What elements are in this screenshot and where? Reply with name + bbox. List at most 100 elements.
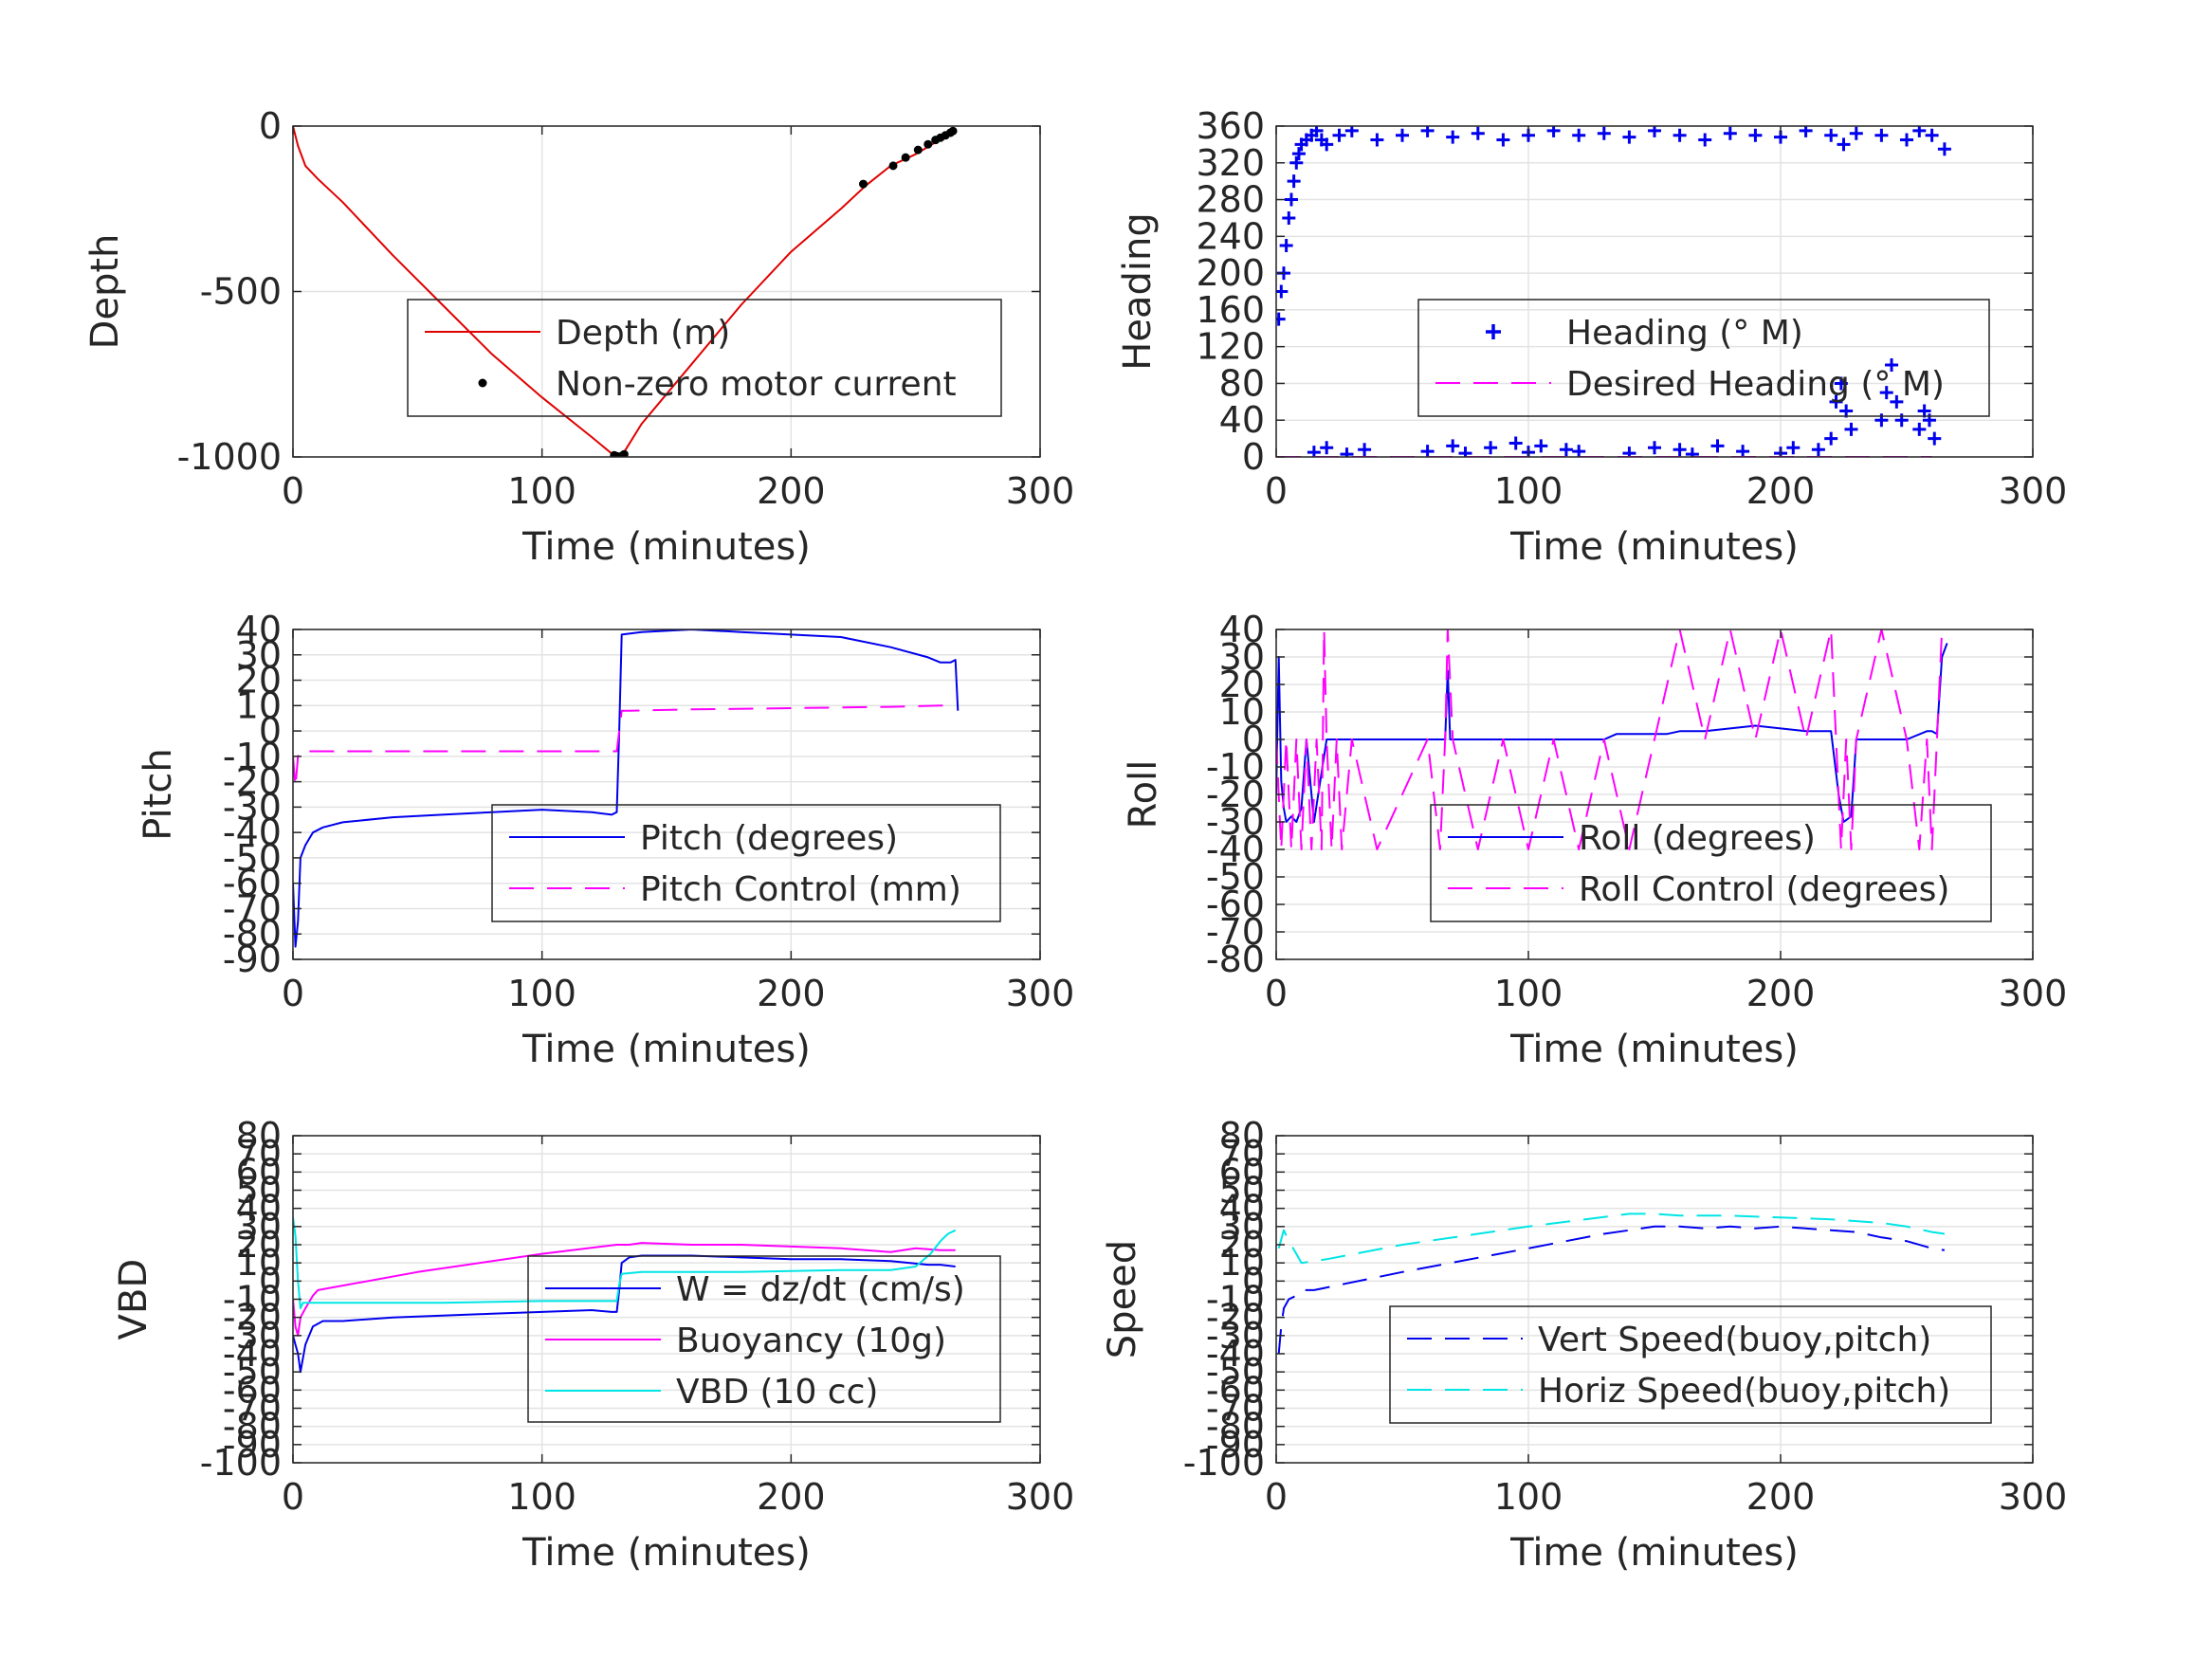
data-point	[1849, 126, 1863, 140]
x-tick-label: 200	[757, 973, 826, 1014]
data-point	[1786, 441, 1801, 455]
data-point	[1279, 239, 1293, 253]
y-tick-label: 70	[236, 1133, 282, 1175]
legend: Roll (degrees) Roll Control (degrees)	[1430, 804, 1992, 922]
y-tick-label: 10	[236, 684, 282, 726]
x-tick-label: 100	[1494, 470, 1563, 512]
y-tick-label: -80	[1206, 939, 1265, 980]
legend-label: Horiz Speed(buoy,pitch)	[1538, 1372, 1950, 1411]
y-tick-label: 200	[1196, 252, 1265, 294]
y-tick-label: 10	[236, 1242, 282, 1284]
data-point	[1890, 394, 1904, 409]
y-tick-label: -80	[1206, 1406, 1265, 1448]
y-tick-label: 30	[1219, 1206, 1265, 1248]
data-point	[1446, 130, 1460, 144]
y-tick-label: -90	[1206, 1424, 1265, 1466]
y-tick-label: -1000	[177, 436, 282, 478]
data-point	[1572, 128, 1586, 142]
y-tick-label: 30	[1219, 636, 1265, 678]
x-tick-label: 300	[1999, 1476, 2068, 1518]
data-point	[1937, 142, 1951, 156]
legend-label: W = dz/dt (cm/s)	[676, 1270, 965, 1309]
y-tick-label: -40	[1206, 1333, 1265, 1375]
y-tick-label: -20	[1206, 774, 1265, 815]
data-point	[913, 145, 923, 155]
data-point	[1710, 439, 1725, 453]
y-tick-label: 40	[236, 609, 282, 650]
data-point	[1834, 376, 1848, 391]
data-point	[619, 449, 629, 457]
y-tick-label: 0	[259, 105, 282, 147]
y-tick-label: -60	[1206, 1369, 1265, 1411]
legend: Depth (m) Non-zero motor current	[407, 299, 1002, 417]
y-tick-label: 30	[236, 634, 282, 676]
data-point	[1484, 441, 1498, 455]
data-point	[1748, 128, 1763, 142]
y-tick-label: -10	[1206, 1279, 1265, 1321]
data-point	[1284, 192, 1298, 207]
y-tick-label: 0	[259, 1260, 282, 1302]
series-w-dz-dt-cm-s-line	[293, 1254, 956, 1374]
data-point	[1912, 422, 1927, 436]
x-tick-label: 0	[282, 973, 304, 1014]
data-point	[1698, 133, 1712, 147]
data-point	[1572, 445, 1586, 457]
series-vbd-10-cc-line	[293, 1217, 957, 1310]
roll-chart: 0 100 200 300-80-70-60-50-40-30-20-10010203…	[1122, 609, 2067, 1071]
data-point	[1370, 133, 1384, 147]
y-tick-label: 360	[1196, 105, 1265, 147]
y-tick-label: -60	[223, 863, 282, 904]
x-tick-label: 300	[1999, 470, 2068, 512]
y-tick-label: -30	[1206, 801, 1265, 843]
pitch-chart: 0 100 200 300-90-80-70-60-50-40-30-20-10010…	[137, 609, 1074, 1071]
data-point	[1508, 436, 1523, 450]
axes-box	[292, 629, 1041, 960]
data-point	[1458, 447, 1472, 457]
data-point	[948, 126, 958, 136]
data-point	[1685, 447, 1699, 457]
y-tick-label: 40	[1219, 1188, 1265, 1230]
y-tick-label: -40	[1206, 829, 1265, 870]
data-point	[1276, 312, 1286, 326]
x-tick-label: 100	[507, 973, 576, 1014]
y-tick-label: 240	[1196, 215, 1265, 257]
data-point	[1396, 128, 1409, 142]
y-tick-label: -30	[223, 1315, 282, 1357]
y-axis-label: Heading	[1116, 212, 1160, 370]
x-tick-label: 300	[1006, 1476, 1075, 1518]
y-tick-label: -70	[1206, 911, 1265, 953]
data-point	[1673, 128, 1687, 142]
y-tick-label: -50	[1206, 1351, 1265, 1393]
legend-label: Vert Speed(buoy,pitch)	[1538, 1321, 1931, 1359]
legend-label: Desired Heading (° M)	[1566, 365, 1945, 404]
y-tick-label: 320	[1196, 142, 1265, 184]
legend-label: Non-zero motor current	[556, 365, 957, 404]
data-point	[1282, 210, 1296, 225]
data-point	[1824, 128, 1838, 142]
legend-label: Depth (m)	[556, 314, 730, 353]
data-point	[1837, 137, 1851, 152]
y-tick-label: 80	[1219, 1115, 1265, 1157]
x-tick-label: 200	[1746, 470, 1816, 512]
y-tick-label: -60	[1206, 884, 1265, 925]
y-tick-label: 160	[1196, 289, 1265, 331]
x-axis-label: Time (minutes)	[1509, 525, 1799, 569]
x-tick-label: 100	[507, 1476, 576, 1518]
legend-label: Pitch (degrees)	[640, 819, 898, 858]
vbd-chart: 0 100 200 300-100-90-80-70-60-50-40-30-20-1…	[112, 1115, 1074, 1575]
x-tick-label: 0	[282, 1476, 304, 1518]
legend-box	[527, 1255, 1001, 1423]
data-point	[1844, 422, 1858, 436]
y-tick-label: -20	[223, 761, 282, 803]
data-point	[1829, 394, 1843, 409]
y-tick-label: 50	[236, 1170, 282, 1212]
legend-box	[1389, 1305, 1992, 1424]
legend-label: Pitch Control (mm)	[640, 870, 961, 909]
y-tick-label: 80	[1219, 362, 1265, 404]
data-point	[1320, 137, 1334, 152]
y-axis-label: Speed	[1101, 1240, 1144, 1358]
y-tick-label: -30	[1206, 1315, 1265, 1357]
data-point	[1885, 358, 1899, 373]
x-axis-label: Time (minutes)	[521, 1531, 811, 1575]
x-tick-label: 0	[1265, 470, 1288, 512]
